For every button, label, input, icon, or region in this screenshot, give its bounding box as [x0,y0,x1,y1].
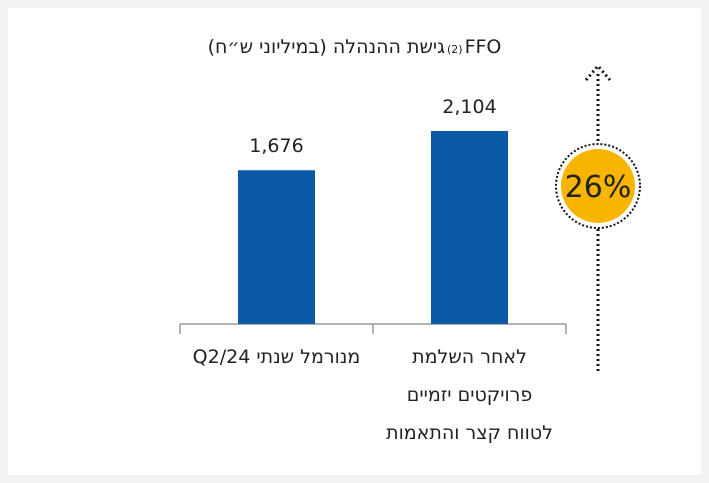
chart-title: גישת ההנהלה (במיליוני ש״ח) (2) FFO [0,36,709,58]
title-prefix: FFO [464,36,502,58]
value-label: 1,676 [249,135,303,157]
x-tick-label: מנורמל שנתי Q2/24 [192,346,361,368]
value-label: 2,104 [442,96,496,118]
bar [431,130,508,324]
x-tick-label: לאחר השלמת פרויקטים יזמיים לטווח קצר והת… [386,346,553,444]
title-text: גישת ההנהלה (במיליוני ש״ח) [207,36,445,58]
annotation: 26% [565,170,632,205]
chart-panel [8,8,701,475]
title-footnote: (2) [446,43,463,56]
annotation-circle [561,149,635,223]
bar [238,170,315,324]
arrow-head [584,63,612,81]
